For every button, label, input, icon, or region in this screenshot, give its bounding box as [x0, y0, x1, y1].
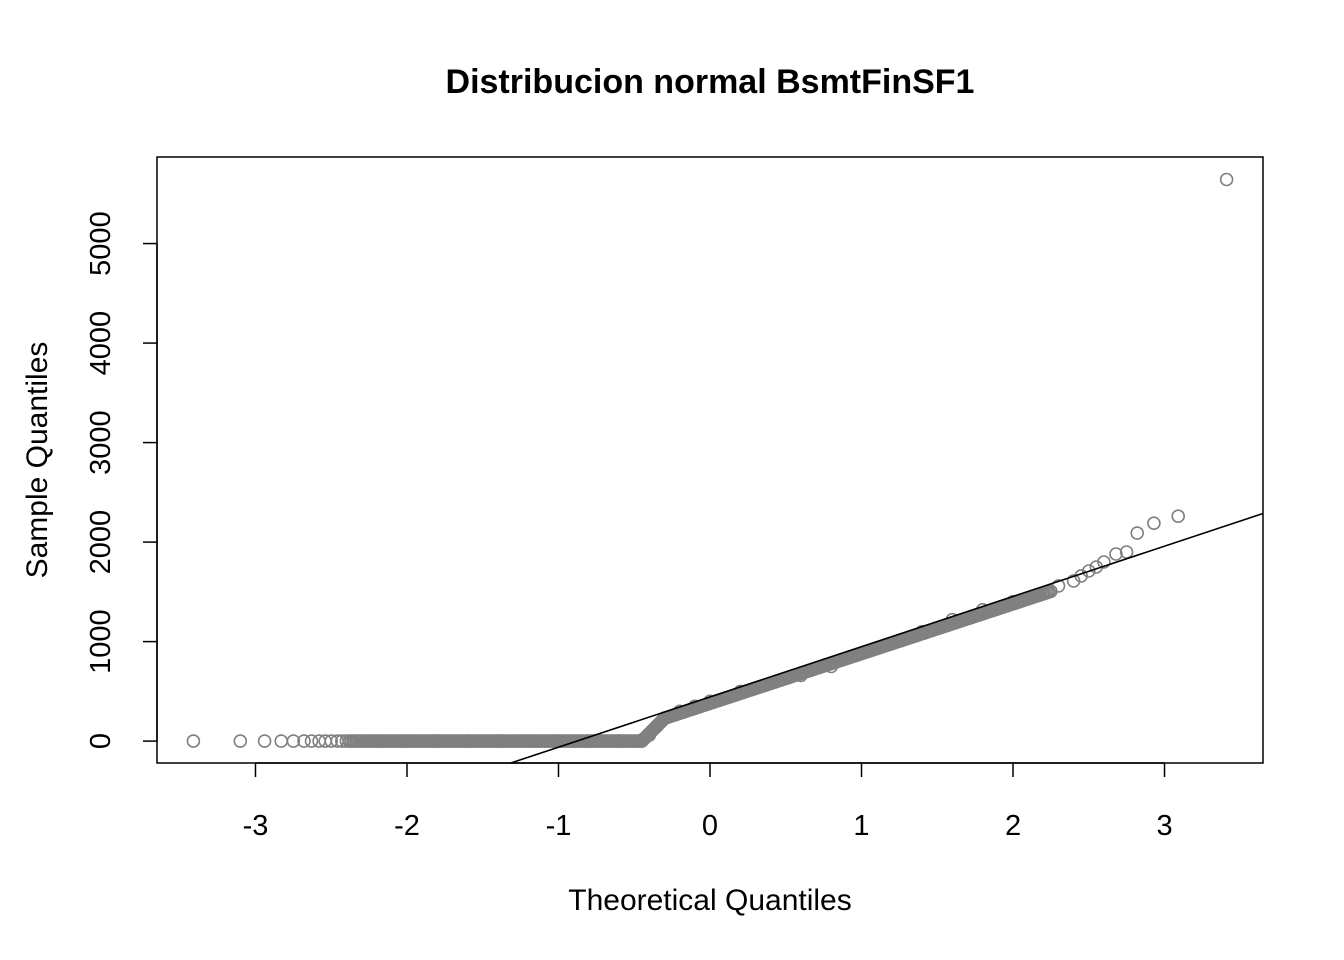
sample-point: [1130, 526, 1144, 540]
reference-line-group: [510, 512, 1264, 764]
sample-point: [1082, 564, 1096, 578]
sample-point: [1109, 547, 1123, 561]
x-axis: -3 -2 -1 0 1 2 3: [243, 762, 1173, 842]
y-tick-label: 5000: [85, 211, 117, 276]
x-tick-label: -2: [394, 810, 420, 842]
x-axis-label: Theoretical Quantiles: [568, 884, 851, 917]
y-tick-label: 3000: [85, 410, 117, 475]
sample-point: [286, 734, 301, 748]
sample-point: [1044, 584, 1058, 599]
y-tick-label: 1000: [85, 609, 117, 674]
sample-point: [297, 734, 311, 748]
sample-point: [324, 734, 339, 748]
sample-point: [1171, 509, 1185, 524]
x-tick-label: 0: [702, 810, 718, 842]
x-tick-label: 2: [1005, 810, 1021, 842]
x-tick-label: 1: [853, 810, 869, 842]
y-tick-label: 4000: [85, 311, 117, 376]
sample-point: [233, 734, 248, 748]
sample-point: [257, 734, 272, 748]
sample-point: [1219, 172, 1234, 187]
sample-point: [274, 734, 289, 748]
sample-points: [186, 172, 1234, 748]
y-tick-label: 0: [85, 733, 117, 749]
y-axis: 0 1000 2000 3000 4000 5000: [85, 211, 158, 749]
reference-line: [510, 512, 1264, 764]
sample-point: [186, 734, 201, 748]
sample-point: [1097, 555, 1111, 569]
chart-title: Distribucion normal BsmtFinSF1: [446, 63, 975, 101]
x-tick-label: -1: [546, 810, 572, 842]
sample-point: [1147, 516, 1161, 531]
y-tick-label: 2000: [85, 510, 117, 575]
x-tick-label: 3: [1156, 810, 1172, 842]
y-axis-label: Sample Quantiles: [21, 342, 54, 579]
x-tick-label: -3: [243, 810, 269, 842]
plot-frame: [156, 156, 1264, 764]
sample-point: [304, 734, 319, 748]
